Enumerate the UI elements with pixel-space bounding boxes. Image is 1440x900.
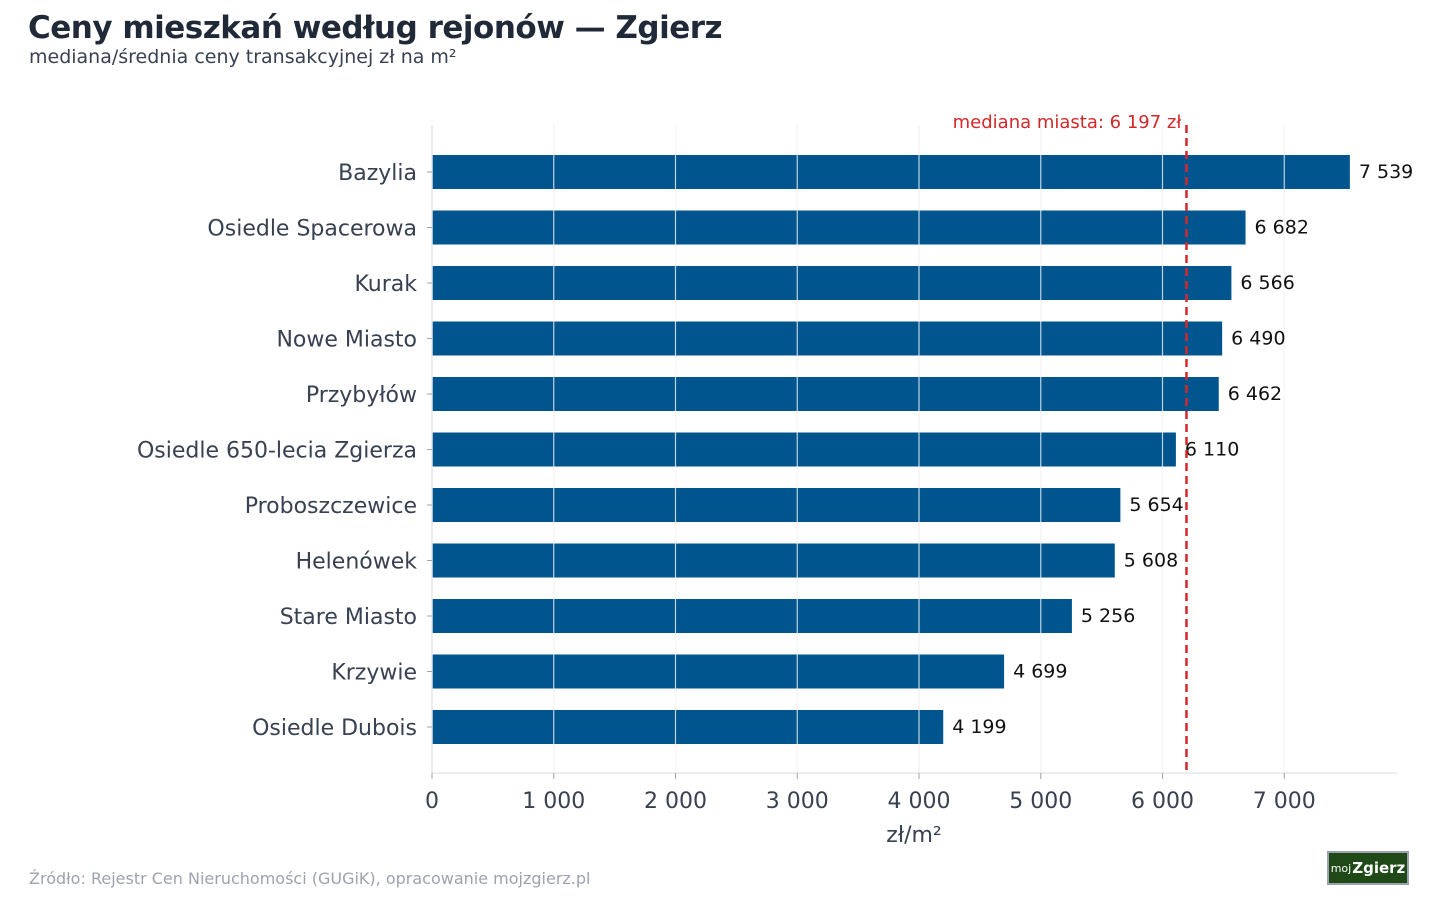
bar-3 (432, 321, 1223, 356)
category-label: Krzywie (331, 661, 417, 686)
bar-10 (432, 710, 944, 744)
bar-7 (432, 543, 1115, 578)
axis-layer (427, 125, 1397, 779)
grid-front-layer (553, 125, 1285, 773)
bars-layer (432, 155, 1350, 744)
category-label: Osiedle Dubois (252, 716, 417, 741)
value-label: 6 490 (1231, 328, 1285, 350)
bar-4 (432, 377, 1219, 411)
source-note: Źródło: Rejestr Cen Nieruchomości (GUGiK… (29, 869, 591, 888)
bar-0 (432, 155, 1350, 189)
x-tick-label: 7 000 (1253, 789, 1316, 814)
category-label: Bazylia (338, 161, 417, 186)
category-label: Osiedle Spacerowa (207, 217, 417, 242)
value-label: 5 654 (1129, 494, 1183, 516)
x-axis-title: zł/m² (886, 823, 941, 848)
logo-prefix: moj (1330, 861, 1352, 875)
category-label: Stare Miasto (280, 605, 417, 630)
category-label: Helenówek (296, 550, 418, 575)
chart-title: Ceny mieszkań według rejonów — Zgierz (28, 10, 723, 46)
mojzgierz-logo: moj Zgierz (1327, 851, 1409, 885)
value-label: 4 199 (952, 716, 1006, 738)
value-label: 4 699 (1013, 661, 1067, 683)
value-label: 6 566 (1240, 272, 1294, 294)
value-label: 6 682 (1255, 217, 1309, 239)
category-label: Kurak (354, 272, 417, 297)
bar-2 (432, 266, 1232, 300)
category-label: Przybyłów (306, 383, 417, 408)
x-tick-label: 6 000 (1131, 789, 1194, 814)
chart-subtitle: mediana/średnia ceny transakcyjnej zł na… (29, 46, 457, 68)
labels-layer: Bazylia 7 539 Osiedle Spacerowa 6 682 Kurak 6… (137, 161, 1413, 848)
x-tick-label: 3 000 (766, 789, 829, 814)
bar-5 (432, 432, 1176, 467)
category-label: Nowe Miasto (276, 328, 417, 353)
x-tick-label: 0 (425, 789, 439, 814)
x-tick-label: 1 000 (522, 789, 585, 814)
x-tick-label: 5 000 (1009, 789, 1072, 814)
median-reference-label: mediana miasta: 6 197 zł (953, 112, 1183, 133)
value-label: 5 608 (1124, 550, 1178, 572)
reference-layer: mediana miasta: 6 197 zł (953, 112, 1188, 773)
value-label: 6 110 (1185, 439, 1239, 461)
category-label: Proboszczewice (245, 494, 417, 519)
logo-main: Zgierz (1352, 859, 1406, 877)
x-tick-label: 2 000 (644, 789, 707, 814)
bar-6 (432, 488, 1121, 522)
category-label: Osiedle 650-lecia Zgierza (137, 439, 417, 464)
bar-1 (432, 210, 1246, 245)
bar-8 (432, 599, 1072, 633)
value-label: 5 256 (1081, 605, 1135, 627)
bar-9 (432, 654, 1005, 689)
x-tick-label: 4 000 (888, 789, 951, 814)
value-label: 6 462 (1228, 383, 1282, 405)
value-label: 7 539 (1359, 161, 1413, 183)
